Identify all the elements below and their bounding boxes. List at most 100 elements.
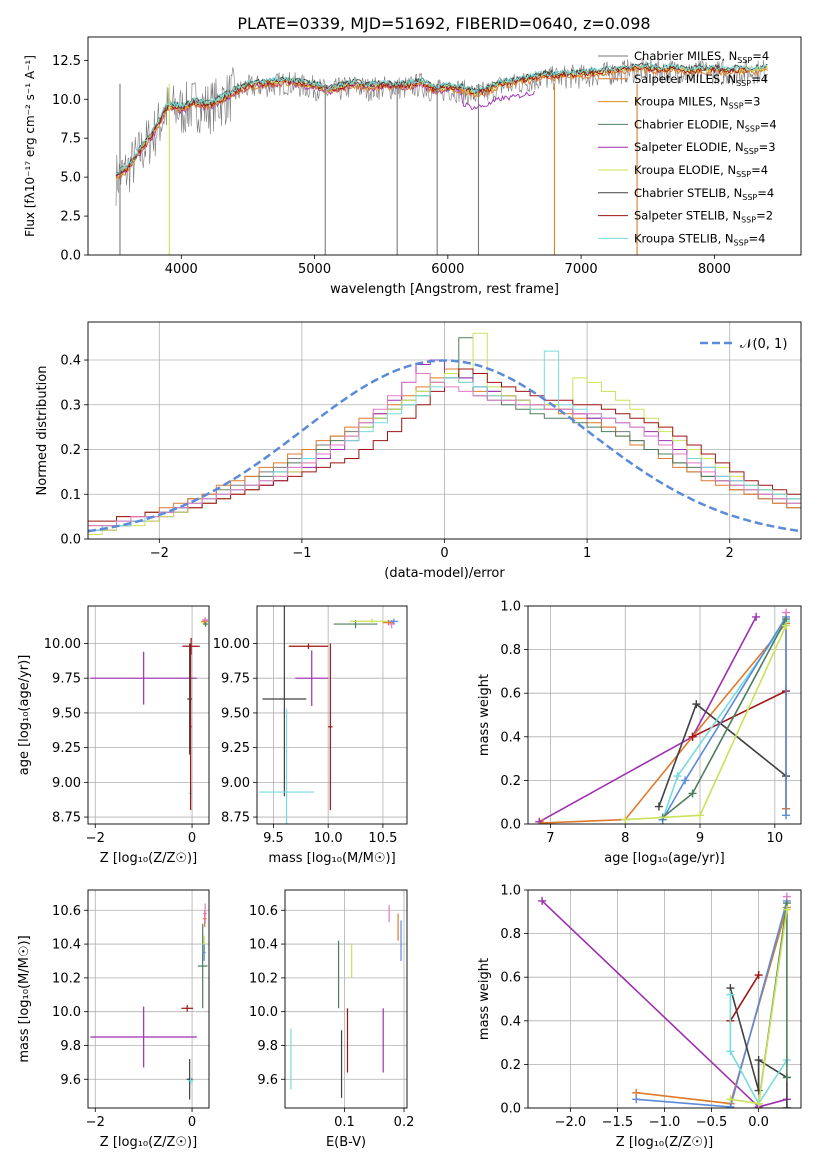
spectrum-panel: 4000 5000 6000 7000 8000 0.0 2.5 5.0 7.5 10.0 12.5… — [23, 36, 802, 297]
weight-marker — [782, 811, 791, 820]
spectrum-lines — [115, 56, 769, 255]
normal-curve — [88, 359, 801, 533]
legend-label: Kroupa ELODIE, NSSP=4 — [634, 163, 768, 179]
x-tick-label: 0 — [188, 1115, 196, 1130]
y-tick-label: 0.0 — [60, 249, 81, 264]
x-tick-label: 9.5 — [263, 831, 284, 846]
histogram-steps — [88, 332, 801, 535]
y-tick-label: 2.5 — [60, 210, 81, 225]
axes-frame — [527, 889, 802, 1109]
errorbar-points — [290, 905, 402, 1098]
y-tick-label: 10.6 — [52, 904, 81, 919]
weight-marker — [688, 789, 697, 798]
y-tick-label: 0.8 — [500, 643, 521, 658]
weight-marker — [782, 1073, 791, 1082]
weight-marker — [782, 608, 791, 617]
y-axis-label: Flux [fλ10⁻¹⁷ erg cm⁻² s⁻¹ A⁻¹] — [23, 55, 37, 237]
weight-marker — [692, 700, 701, 709]
y-tick-label: 10.00 — [213, 637, 250, 652]
x-tick-label: 2 — [726, 546, 734, 561]
x-axis-label: age [log₁₀(age/yr)] — [604, 851, 725, 866]
x-tick-label: 1 — [583, 546, 591, 561]
y-tick-label: 0.4 — [60, 354, 81, 369]
weight-line-5 — [661, 614, 787, 820]
mass-vs-ebv-panel: 0.1 0.2 9.6 9.8 10.0 10.2 10.4 10.6 E(B-V) — [249, 889, 415, 1150]
y-tick-label: 9.25 — [52, 741, 81, 756]
y-tick-label: 1.0 — [500, 600, 521, 615]
y-tick-label: 0.6 — [500, 687, 521, 702]
x-axis-label: E(B-V) — [326, 1135, 366, 1150]
y-tick-label: 0.2 — [500, 774, 521, 789]
weight-marker — [782, 892, 791, 901]
y-tick-label: 8.75 — [221, 811, 250, 826]
mass-vs-metallicity-panel: −2 0 9.6 9.8 10.0 10.2 10.4 10.6 Z [log₁₀(Z/Z☉)]… — [17, 889, 210, 1150]
weight-marker — [535, 817, 544, 824]
y-tick-label: 9.75 — [52, 672, 81, 687]
weight-lines — [538, 892, 791, 1108]
y-tick-label: 10.00 — [44, 637, 81, 652]
weight-marker — [654, 802, 663, 811]
x-tick-label: 0.2 — [394, 1115, 415, 1130]
legend-label: Kroupa STELIB, NSSP=4 — [634, 231, 765, 247]
y-axis-label: mass [log₁₀(M/M☉)] — [17, 935, 32, 1062]
x-tick-label: 7 — [546, 831, 554, 846]
massweight-vs-age-panel: 7 8 9 10 0.0 0.2 0.4 0.6 0.8 1.0 age [log₁₀(age/yr… — [477, 600, 802, 866]
age-vs-mass-panel: 9.5 10.0 10.5 8.75 9.00 9.25 9.50 9.75 10.00 mass… — [213, 605, 408, 866]
weight-marker — [538, 896, 547, 905]
weight-marker — [696, 811, 705, 820]
y-tick-label: 10.4 — [249, 938, 278, 953]
y-tick-label: 10.0 — [52, 1005, 81, 1020]
weight-marker — [688, 732, 697, 741]
histogram-step-7 — [88, 373, 801, 527]
x-tick-label: 9 — [696, 831, 704, 846]
weight-marker — [754, 1099, 763, 1108]
legend-label: Chabrier ELODIE, NSSP=4 — [634, 117, 777, 133]
spectrum-line-kroupa-stelib — [115, 62, 768, 175]
legend-label: Kroupa MILES, NSSP=3 — [634, 95, 760, 111]
x-tick-label: 8 — [621, 831, 629, 846]
y-tick-label: 9.25 — [221, 741, 250, 756]
legend-label: Salpeter ELODIE, NSSP=3 — [634, 140, 776, 156]
weight-marker — [632, 1095, 641, 1104]
axes-frame — [87, 605, 210, 825]
x-tick-label: 7000 — [565, 262, 598, 277]
figure-title: PLATE=0339, MJD=51692, FIBERID=0640, z=0… — [237, 14, 650, 33]
x-tick-label: 10.0 — [314, 831, 343, 846]
errorbar-points — [90, 617, 209, 811]
x-tick-label: 5000 — [298, 262, 331, 277]
weight-marker — [782, 621, 791, 630]
y-tick-label: 9.50 — [221, 706, 250, 721]
y-axis-label: age [log₁₀(age/yr)] — [17, 655, 32, 776]
legend-label: Salpeter STELIB, NSSP=2 — [634, 209, 773, 225]
legend-label: Chabrier STELIB, NSSP=4 — [634, 186, 774, 202]
x-axis-label: Z [log₁₀(Z/Z☉)] — [100, 851, 197, 866]
x-axis-label: wavelength [Angstrom, rest frame] — [330, 282, 559, 297]
weight-marker — [752, 612, 761, 621]
weight-marker — [726, 1102, 735, 1108]
y-tick-label: 10.6 — [249, 904, 278, 919]
weight-marker — [726, 990, 735, 999]
x-tick-label: −2 — [86, 1115, 105, 1130]
y-tick-label: 0.4 — [500, 1014, 521, 1029]
spectrum-line-salpeter-miles — [115, 66, 768, 181]
axes-frame — [87, 889, 210, 1109]
y-tick-label: 5.0 — [60, 171, 81, 186]
y-tick-label: 8.75 — [52, 811, 81, 826]
x-tick-label: 4000 — [165, 262, 198, 277]
x-tick-label: 6000 — [431, 262, 464, 277]
weight-marker — [754, 1056, 763, 1065]
y-tick-label: 10.2 — [249, 971, 278, 986]
weight-marker — [782, 905, 791, 914]
weight-marker — [621, 815, 630, 824]
massweight-vs-metallicity-panel: −2.0 −1.5 −1.0 −0.5 0.0 0.0 0.2 0.4 0.6 0.8 1.0 Z [… — [477, 884, 802, 1150]
y-tick-label: 12.5 — [52, 54, 81, 69]
weight-line-4 — [729, 974, 760, 1022]
x-tick-label: 8000 — [698, 262, 731, 277]
legend-label: Salpeter MILES, NSSP=4 — [634, 72, 768, 88]
x-tick-label: −2.0 — [555, 1115, 587, 1130]
x-tick-label: −2 — [150, 546, 169, 561]
errorbar-points — [90, 903, 208, 1100]
axes-frame — [527, 605, 802, 825]
y-tick-label: 0.2 — [60, 443, 81, 458]
